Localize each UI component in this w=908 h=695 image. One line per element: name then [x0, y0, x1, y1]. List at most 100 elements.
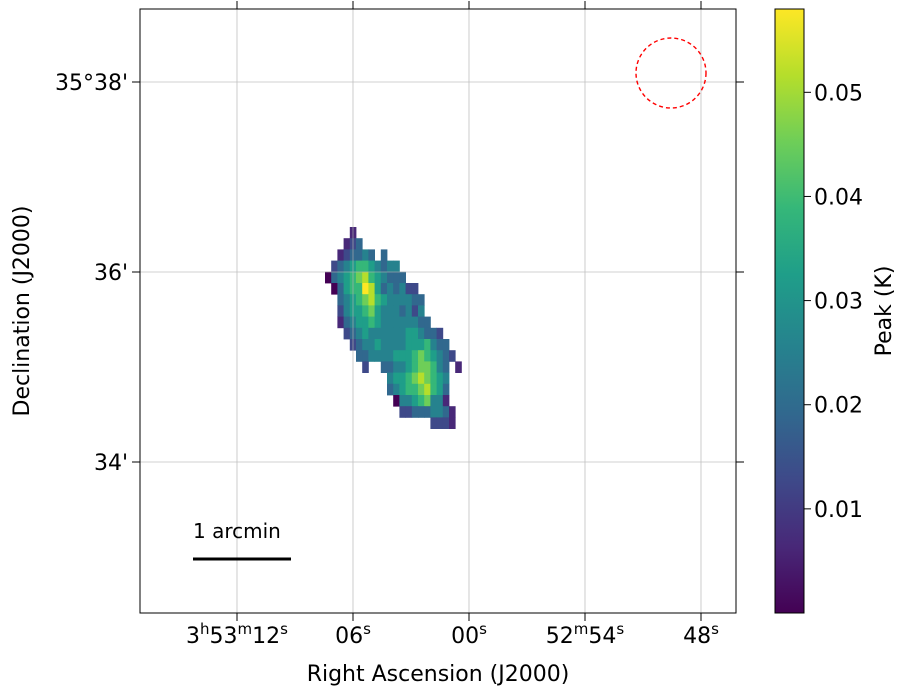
map-pixel [405, 294, 413, 306]
map-pixel [337, 316, 344, 329]
map-pixel [387, 383, 394, 396]
map-pixel [362, 283, 369, 295]
map-pixel [368, 271, 375, 284]
map-pixel [393, 339, 400, 351]
y-tick-label-1: 36' [94, 261, 128, 286]
map-pixel [430, 372, 437, 385]
map-pixel [411, 339, 419, 351]
map-pixel [362, 294, 369, 306]
map-pixel [405, 316, 413, 329]
map-pixel [399, 361, 406, 373]
map-pixel [387, 283, 394, 295]
map-pixel [418, 305, 425, 317]
map-pixel [374, 271, 382, 284]
map-pixel [343, 294, 351, 306]
map-pixel [436, 372, 444, 385]
map-pixel [430, 406, 437, 418]
map-pixel [380, 327, 388, 340]
map-pixel [399, 316, 406, 329]
map-pixel [374, 260, 382, 273]
map-pixel [393, 294, 400, 306]
colorbar [774, 8, 805, 614]
map-pixel [337, 283, 344, 295]
map-pixel [424, 361, 431, 373]
map-pixel [393, 283, 400, 295]
map-pixel [399, 294, 406, 306]
map-pixel [418, 372, 425, 385]
map-pixel [368, 260, 375, 273]
map-pixel [368, 249, 375, 261]
map-pixel [393, 271, 400, 284]
map-pixel [411, 305, 419, 317]
map-pixel [368, 350, 375, 362]
plot-area [140, 9, 736, 613]
map-pixel [430, 395, 437, 407]
map-pixel [356, 339, 363, 351]
map-pixel [405, 350, 413, 362]
map-pixel [418, 383, 425, 396]
map-pixel [380, 339, 388, 351]
scale-bar-label: 1 arcmin [193, 519, 281, 543]
map-pixel [442, 395, 450, 407]
x-ticks [236, 1, 702, 621]
map-pixel [343, 305, 351, 317]
colorbar-tick-label: 0.05 [814, 81, 863, 106]
map-pixel [405, 361, 413, 373]
map-pixel [424, 339, 431, 351]
map-pixel [374, 327, 382, 340]
x-tick-label-0: 3h53m12s [186, 620, 288, 649]
map-pixel [424, 316, 431, 329]
map-pixel [387, 294, 394, 306]
map-pixel [387, 271, 394, 284]
map-pixel [393, 395, 400, 407]
map-pixel [362, 271, 369, 284]
map-pixel [436, 406, 444, 418]
map-pixel [356, 305, 363, 317]
map-pixel [331, 260, 338, 273]
map-pixel [430, 327, 437, 340]
map-pixel [405, 327, 413, 340]
map-pixel [356, 294, 363, 306]
map-pixel [424, 395, 431, 407]
map-pixel [399, 339, 406, 351]
map-pixel [436, 327, 444, 340]
map-pixel [337, 260, 344, 273]
map-pixel [337, 271, 344, 284]
map-pixel [368, 316, 375, 329]
map-pixel [387, 327, 394, 340]
map-pixel [418, 395, 425, 407]
map-pixel [411, 406, 419, 418]
map-pixel [393, 372, 400, 385]
map-pixel [356, 249, 363, 261]
map-pixel [405, 283, 413, 295]
map-pixel [331, 283, 338, 295]
map-pixel [380, 350, 388, 362]
map-pixel [399, 271, 406, 284]
map-pixel [380, 361, 388, 373]
y-tick-label-2: 34' [94, 451, 128, 476]
beam-circle [635, 37, 707, 109]
map-pixel [356, 260, 363, 273]
map-pixel [337, 294, 344, 306]
map-pixel [374, 283, 382, 295]
map-pixel [356, 316, 363, 329]
map-pixel [387, 305, 394, 317]
map-pixel [411, 283, 419, 295]
map-pixel [430, 417, 437, 429]
map-pixel [405, 372, 413, 385]
map-pixel [362, 350, 369, 362]
map-pixel [424, 383, 431, 396]
map-pixel [424, 327, 431, 340]
map-pixel [368, 283, 375, 295]
map-pixel [362, 361, 369, 373]
map-pixel [380, 283, 388, 295]
map-pixel [411, 327, 419, 340]
y-axis-label: Declination (J2000) [10, 206, 35, 417]
map-pixel [356, 271, 363, 284]
x-tick-label-1: 06s [335, 620, 371, 649]
map-pixel [405, 406, 413, 418]
map-pixel [387, 316, 394, 329]
map-pixel [380, 305, 388, 317]
map-pixel [343, 327, 351, 340]
map-pixel [362, 305, 369, 317]
